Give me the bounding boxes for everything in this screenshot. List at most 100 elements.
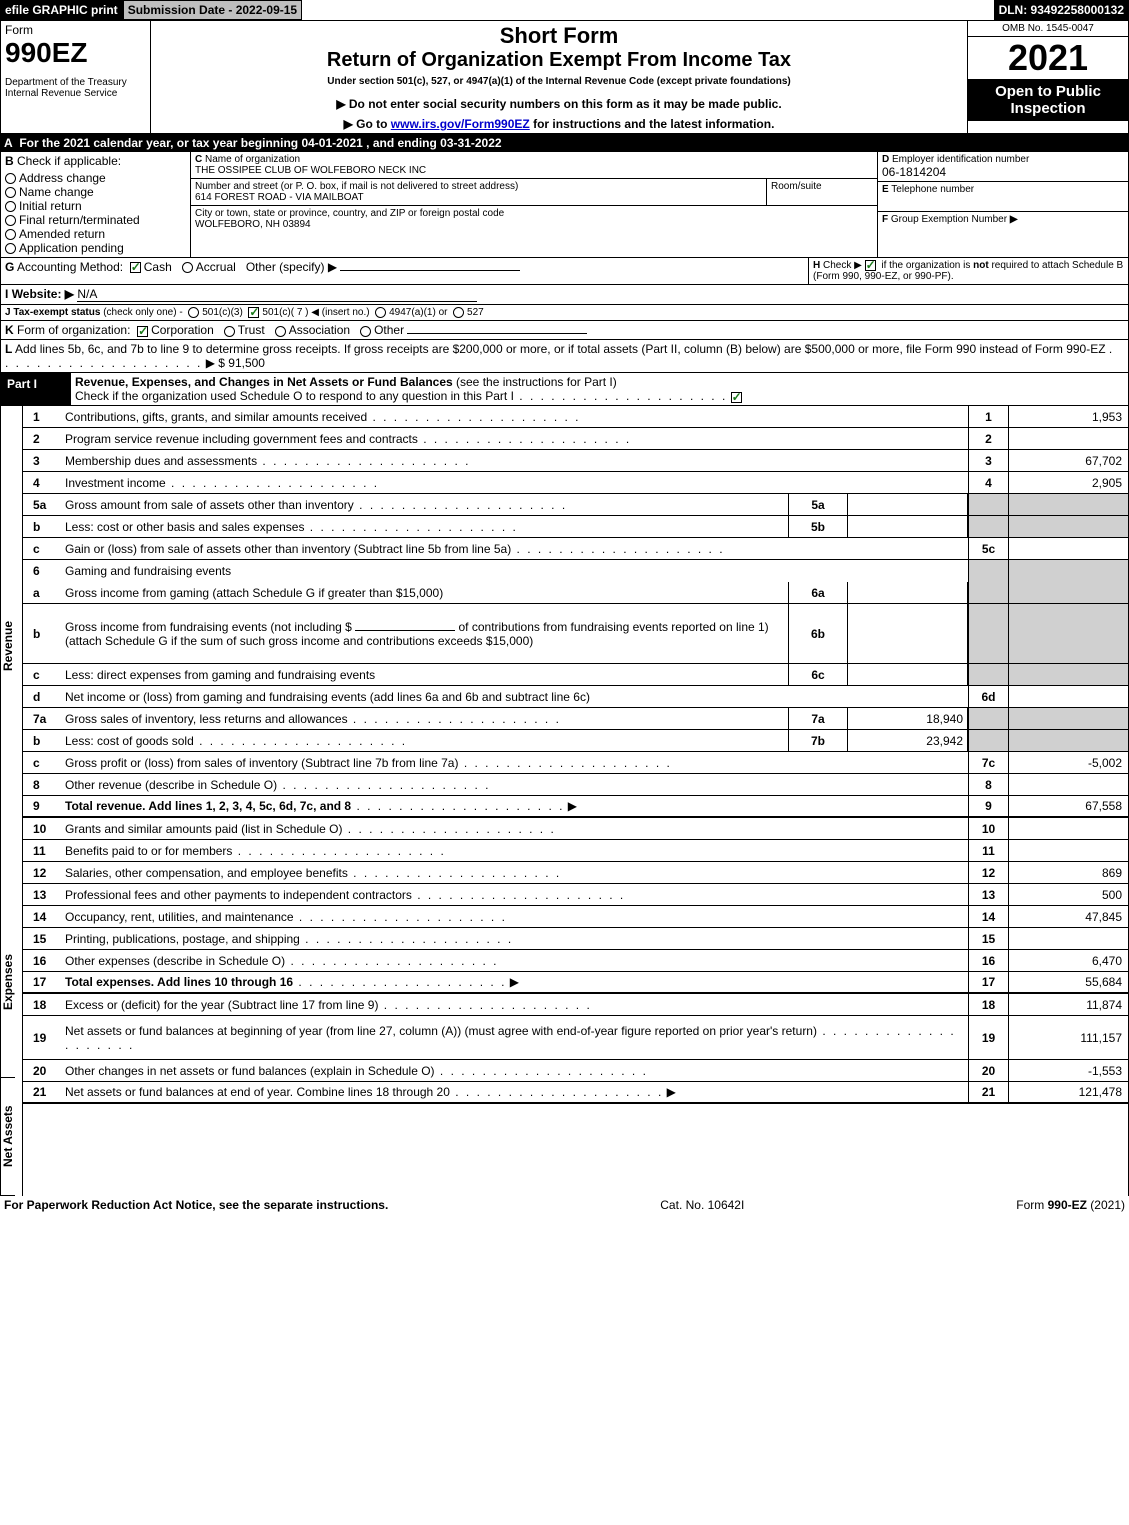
line-19-rnum: 19 [968, 1016, 1008, 1059]
line-7a-rnum [968, 708, 1008, 729]
line-5c: c Gain or (loss) from sale of assets oth… [23, 538, 1128, 560]
line-6c-num: c [23, 668, 61, 682]
check-address-change[interactable] [5, 173, 16, 184]
g-other: Other (specify) ▶ [246, 260, 337, 274]
line-6c-subnum: 6c [788, 664, 848, 685]
org-name: THE OSSIPEE CLUB OF WOLFEBORO NECK INC [195, 165, 873, 176]
line-8-rnum: 8 [968, 774, 1008, 795]
b-opt-4: Amended return [19, 227, 105, 241]
open-to-public: Open to Public Inspection [968, 79, 1128, 121]
line-3-val: 67,702 [1008, 450, 1128, 471]
check-4947[interactable] [375, 307, 386, 318]
check-association[interactable] [275, 326, 286, 337]
goto-link[interactable]: www.irs.gov/Form990EZ [391, 117, 530, 131]
line-17-rnum: 17 [968, 972, 1008, 992]
check-final-return[interactable] [5, 215, 16, 226]
check-501c[interactable] [248, 307, 259, 318]
check-other-org[interactable] [360, 326, 371, 337]
k-assoc: Association [289, 323, 350, 337]
check-amended-return[interactable] [5, 229, 16, 240]
line-18-num: 18 [23, 998, 61, 1012]
line-14-rnum: 14 [968, 906, 1008, 927]
line-8-val [1008, 774, 1128, 795]
line-6-num: 6 [23, 564, 61, 578]
part1-check-line: Check if the organization used Schedule … [75, 389, 514, 403]
h-check-text: Check ▶ [823, 260, 862, 271]
i-label: Website: ▶ [12, 287, 74, 301]
line-7a-num: 7a [23, 712, 61, 726]
line-17: 17 Total expenses. Add lines 10 through … [23, 972, 1128, 994]
g-cash: Cash [144, 260, 172, 274]
footer-form: Form 990-EZ (2021) [1016, 1198, 1125, 1212]
section-b: B Check if applicable: Address change Na… [1, 152, 191, 257]
line-6: 6 Gaming and fundraising events [23, 560, 1128, 582]
line-6b: b Gross income from fundraising events (… [23, 604, 1128, 664]
room-suite-label: Room/suite [767, 179, 877, 205]
goto-suffix: for instructions and the latest informat… [530, 117, 775, 131]
goto-prefix: ▶ Go to [344, 117, 391, 131]
website-value: N/A [77, 287, 97, 301]
line-16-val: 6,470 [1008, 950, 1128, 971]
line-5c-val [1008, 538, 1128, 559]
line-4-num: 4 [23, 476, 61, 490]
form-header: Form 990EZ Department of the Treasury In… [0, 20, 1129, 134]
line-5a-rval [1008, 494, 1128, 515]
line-16-num: 16 [23, 954, 61, 968]
line-14: 14 Occupancy, rent, utilities, and maint… [23, 906, 1128, 928]
line-17-val: 55,684 [1008, 972, 1128, 992]
line-4-rnum: 4 [968, 472, 1008, 493]
line-7b: b Less: cost of goods sold 7b 23,942 [23, 730, 1128, 752]
line-4-desc: Investment income [65, 476, 166, 490]
check-501c3[interactable] [188, 307, 199, 318]
j-4947: 4947(a)(1) or [389, 307, 447, 318]
line-6a-rval [1008, 582, 1128, 603]
efile-print-label[interactable]: efile GRAPHIC print [0, 0, 123, 20]
line-21-num: 21 [23, 1085, 61, 1099]
line-1-rnum: 1 [968, 406, 1008, 427]
d-label: Employer identification number [892, 154, 1029, 165]
check-trust[interactable] [224, 326, 235, 337]
line-5c-num: c [23, 542, 61, 556]
dln-label: DLN: 93492258000132 [994, 0, 1129, 20]
goto-line: ▶ Go to www.irs.gov/Form990EZ for instru… [155, 117, 963, 131]
line-2-val [1008, 428, 1128, 449]
h-not: not [973, 260, 989, 271]
check-corporation[interactable] [137, 326, 148, 337]
line-13: 13 Professional fees and other payments … [23, 884, 1128, 906]
line-13-val: 500 [1008, 884, 1128, 905]
footer-form-year: (2021) [1087, 1198, 1125, 1212]
footer-form-word: Form [1016, 1198, 1047, 1212]
line-21: 21 Net assets or fund balances at end of… [23, 1082, 1128, 1104]
line-3-num: 3 [23, 454, 61, 468]
line-16-desc: Other expenses (describe in Schedule O) [65, 954, 285, 968]
check-application-pending[interactable] [5, 243, 16, 254]
check-schedule-o-part1[interactable] [731, 392, 742, 403]
line-3-rnum: 3 [968, 450, 1008, 471]
line-17-num: 17 [23, 975, 61, 989]
letter-j: J [5, 307, 11, 318]
line-2-num: 2 [23, 432, 61, 446]
b-opt-5: Application pending [19, 241, 124, 255]
tax-year: 2021 [968, 37, 1128, 79]
check-accrual[interactable] [182, 262, 193, 273]
line-5a-desc: Gross amount from sale of assets other t… [65, 498, 354, 512]
irs-label: Internal Revenue Service [5, 88, 146, 99]
netassets-label: Net Assets [1, 1078, 15, 1196]
line-5b-rval [1008, 516, 1128, 537]
line-6c-rval [1008, 664, 1128, 685]
line-9-desc: Total revenue. Add lines 1, 2, 3, 4, 5c,… [65, 799, 351, 813]
line-7a-subnum: 7a [788, 708, 848, 729]
check-initial-return[interactable] [5, 201, 16, 212]
line-12: 12 Salaries, other compensation, and emp… [23, 862, 1128, 884]
line-15: 15 Printing, publications, postage, and … [23, 928, 1128, 950]
line-13-desc: Professional fees and other payments to … [65, 888, 412, 902]
line-6b-desc1: Gross income from fundraising events (no… [65, 620, 352, 634]
check-schedule-b-not-required[interactable] [865, 260, 876, 271]
check-527[interactable] [453, 307, 464, 318]
line-15-val [1008, 928, 1128, 949]
letter-e: E [882, 184, 889, 195]
k-trust: Trust [238, 323, 265, 337]
check-cash[interactable] [130, 262, 141, 273]
check-name-change[interactable] [5, 187, 16, 198]
line-6d-num: d [23, 690, 61, 704]
